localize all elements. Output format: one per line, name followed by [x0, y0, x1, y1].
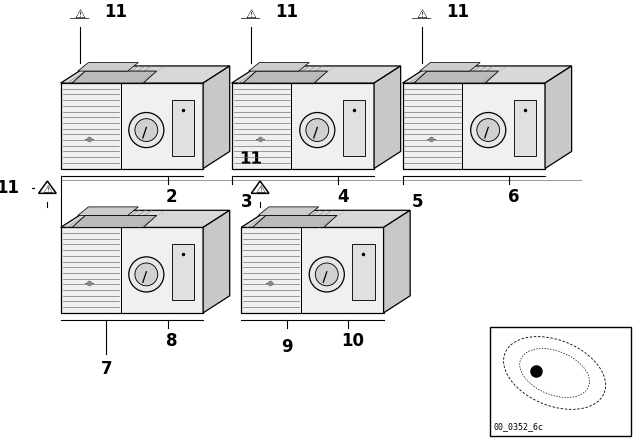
Text: 7: 7: [100, 360, 112, 379]
Polygon shape: [383, 210, 410, 313]
Polygon shape: [61, 210, 230, 228]
FancyBboxPatch shape: [352, 245, 374, 300]
Bar: [61, 83, 203, 168]
Polygon shape: [545, 66, 572, 168]
Polygon shape: [70, 5, 89, 18]
Text: ⚠: ⚠: [42, 185, 52, 195]
Circle shape: [316, 263, 338, 286]
Polygon shape: [232, 66, 401, 83]
Text: ⚠: ⚠: [255, 185, 265, 195]
Polygon shape: [241, 210, 410, 228]
Text: 9: 9: [281, 337, 292, 356]
Polygon shape: [403, 66, 572, 83]
Polygon shape: [78, 207, 138, 215]
Circle shape: [300, 112, 335, 147]
Text: 00_0352_6c: 00_0352_6c: [493, 422, 544, 431]
Text: 5: 5: [412, 193, 424, 211]
Circle shape: [129, 112, 164, 147]
Polygon shape: [414, 71, 499, 83]
Polygon shape: [420, 63, 480, 71]
Circle shape: [135, 263, 157, 286]
Bar: [61, 228, 203, 313]
FancyBboxPatch shape: [490, 327, 630, 436]
Polygon shape: [252, 181, 269, 194]
Text: 3: 3: [241, 193, 253, 211]
Polygon shape: [72, 215, 157, 228]
Text: 11: 11: [239, 150, 262, 168]
Text: 11: 11: [446, 3, 469, 21]
Text: 2: 2: [166, 188, 178, 206]
Text: 1: 1: [70, 235, 82, 253]
Polygon shape: [243, 71, 328, 83]
Polygon shape: [72, 71, 157, 83]
Circle shape: [129, 257, 164, 292]
Polygon shape: [203, 210, 230, 313]
Polygon shape: [241, 5, 260, 18]
Polygon shape: [258, 207, 319, 215]
Text: 8: 8: [166, 332, 177, 350]
Circle shape: [306, 119, 329, 142]
Circle shape: [135, 119, 157, 142]
Polygon shape: [249, 63, 309, 71]
Polygon shape: [203, 66, 230, 168]
Text: 11: 11: [275, 3, 298, 21]
Polygon shape: [412, 5, 431, 18]
Polygon shape: [253, 215, 337, 228]
Bar: [241, 228, 383, 313]
Text: 10: 10: [340, 332, 364, 350]
Polygon shape: [61, 66, 230, 83]
Text: 6: 6: [508, 188, 520, 206]
Text: ⚠: ⚠: [245, 8, 256, 21]
Text: ⚠: ⚠: [74, 8, 85, 21]
FancyBboxPatch shape: [343, 100, 365, 156]
FancyBboxPatch shape: [172, 100, 194, 156]
Polygon shape: [374, 66, 401, 168]
FancyBboxPatch shape: [172, 245, 194, 300]
Circle shape: [470, 112, 506, 147]
Bar: [403, 83, 545, 168]
Text: 4: 4: [337, 188, 349, 206]
Bar: [232, 83, 374, 168]
Circle shape: [309, 257, 344, 292]
Text: 11: 11: [0, 180, 19, 198]
Text: 11: 11: [104, 3, 127, 21]
Polygon shape: [38, 181, 56, 194]
Polygon shape: [78, 63, 138, 71]
FancyBboxPatch shape: [514, 100, 536, 156]
Text: ⚠: ⚠: [416, 8, 427, 21]
Circle shape: [477, 119, 500, 142]
